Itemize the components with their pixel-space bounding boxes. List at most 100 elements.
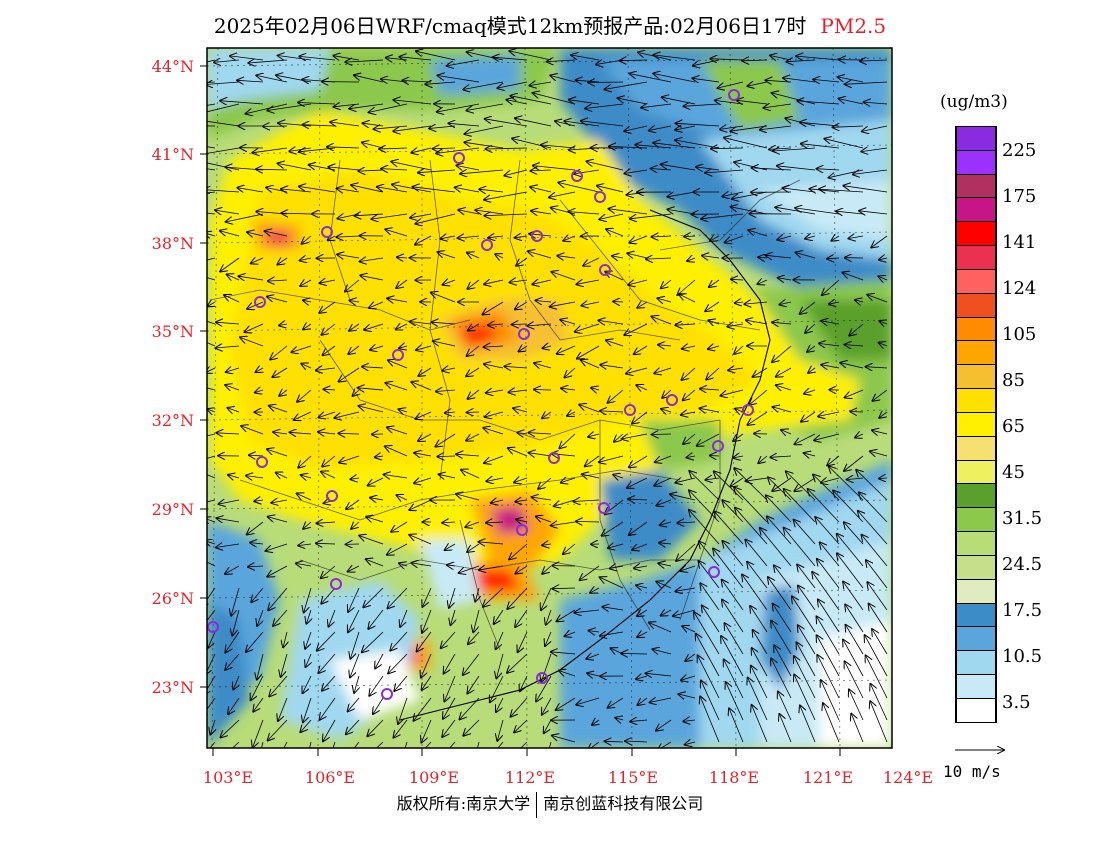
wind-arrow [463,653,480,675]
wind-arrow [265,231,288,236]
wind-arrow [249,455,264,456]
wind-arrow [653,74,696,83]
wind-arrow [299,186,336,193]
legend-label: 175 [1002,186,1037,207]
wind-arrow [514,478,528,482]
wind-arrow [268,280,288,281]
wind-arrow [431,293,456,303]
wind-arrow [385,229,408,237]
wind-arrow [661,279,672,288]
wind-arrow [701,213,744,219]
wind-arrow [210,719,215,735]
wind-arrow [268,587,288,610]
wind-arrow [350,631,360,659]
legend-label: 31.5 [1002,508,1043,529]
wind-arrow [609,209,648,215]
wind-arrow [612,256,624,258]
wind-arrow [390,631,408,651]
wind-arrow [273,609,288,626]
wind-arrow [220,257,240,272]
wind-arrow [322,455,336,467]
wind-arrow [561,478,576,483]
map-title: 2025年02月06日WRF/cmaq模式12km预报产品:02月06日17时 P… [0,10,1100,39]
wind-arrow [873,389,888,401]
wind-arrow [844,522,864,545]
wind-arrow [701,681,720,721]
wind-arrow [439,474,456,478]
wind-arrow [710,59,744,60]
wind-arrow [216,544,240,548]
city-marker [254,296,266,308]
city-marker [256,456,268,468]
wind-arrow [675,123,720,126]
wind-arrow [700,389,720,390]
lon-label: 115°E [608,768,658,787]
wind-arrow [840,363,864,369]
wind-arrow [240,337,264,347]
wind-arrow [336,236,360,237]
wind-arrow [580,565,600,580]
wind-arrow [796,56,840,60]
wind-arrow [596,60,624,65]
wind-arrow [700,583,720,611]
city-marker [571,170,583,182]
wind-arrow [585,103,624,109]
lon-label: 112°E [505,768,555,787]
legend-swatch [956,389,996,413]
wind-arrow [272,367,288,377]
wind-arrow [845,661,864,699]
wind-arrow [534,390,552,391]
wind-arrow [817,635,840,677]
wind-arrow [725,235,744,243]
wind-arrow [606,340,624,347]
wind-arrow [515,500,528,502]
wind-arrow [388,653,408,673]
wind-arrow [322,675,336,691]
wind-arrow [839,99,864,105]
wind-arrow [484,280,504,284]
wind-arrow [527,324,552,326]
wind-arrow [711,148,744,149]
wind-arrow [849,690,864,721]
wind-arrow [838,77,864,83]
wind-arrow [684,236,696,237]
wind-arrow [605,741,624,742]
legend-swatch [956,365,996,390]
lon-label: 109°E [409,768,459,787]
wind-arrow [231,741,240,748]
wind-arrow [632,544,648,550]
wind-arrow [641,104,672,108]
wind-arrow [613,475,624,478]
wind-arrow [207,82,240,85]
wind-arrow [306,653,312,667]
wind-arrow [829,302,840,304]
wind-arrow [853,170,888,174]
wind-arrow [300,280,312,286]
wind-arrow [437,103,480,112]
wind-arrow [575,323,600,332]
wind-arrow [650,698,672,702]
wind-arrow [261,741,264,748]
wind-arrow [445,544,456,550]
wind-arrow [827,258,840,259]
wind-arrow [368,609,384,629]
wind-arrow [866,367,888,368]
wind-arrow [475,587,479,602]
wind-arrow [682,346,696,349]
wind-arrow [583,257,600,266]
wind-arrow [735,302,744,303]
wind-arrow [626,367,648,374]
legend-swatch [956,150,996,175]
wind-arrow [860,60,888,61]
wind-arrow [656,719,672,731]
wind-arrow [207,409,215,412]
wind-arrow [771,659,792,699]
wind-arrow [676,588,696,591]
wind-arrow [348,345,360,354]
wind-arrow [752,648,768,677]
wind-arrow [290,432,312,434]
wind-arrow [636,585,648,588]
wind-arrow [728,368,744,370]
wind-arrow [735,508,768,545]
wind-arrow [228,697,240,714]
